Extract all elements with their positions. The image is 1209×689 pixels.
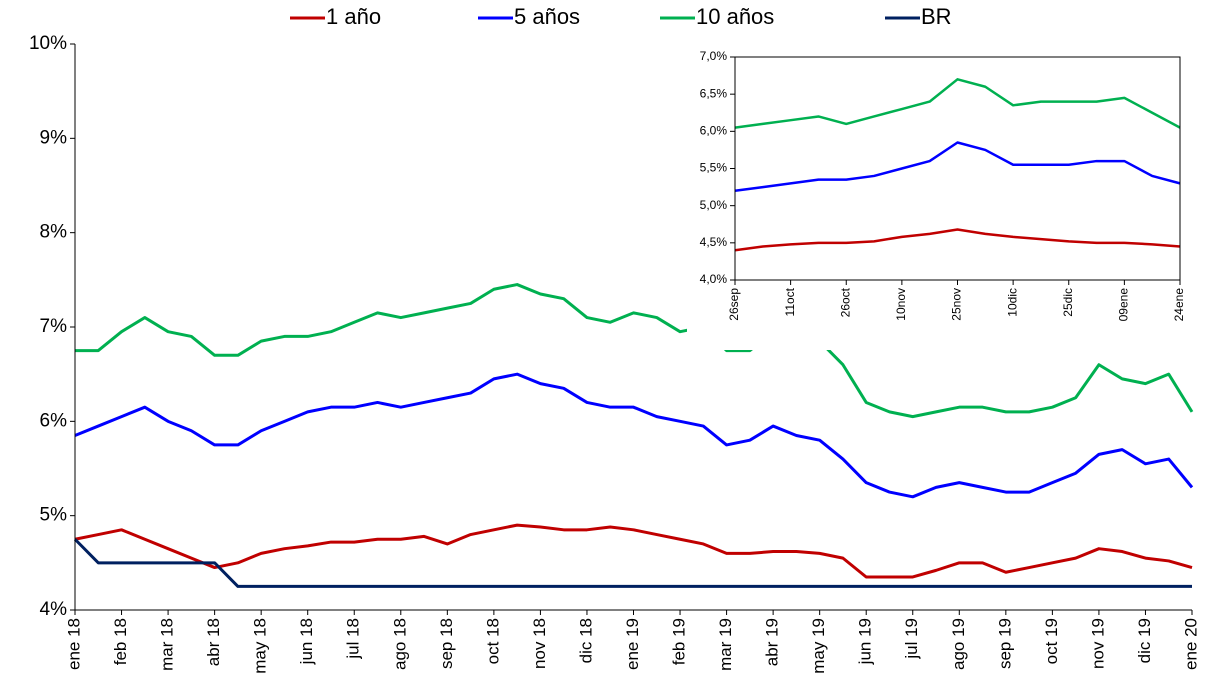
y-tick-label: 7% xyxy=(40,316,68,337)
y-tick-label: 6% xyxy=(40,410,68,431)
y-tick-label: 7,0% xyxy=(700,49,728,63)
x-tick-label: mar 18 xyxy=(158,618,177,671)
legend-label: 1 año xyxy=(326,4,381,29)
x-tick-label: abr 19 xyxy=(763,618,782,666)
legend-label: 5 años xyxy=(514,4,580,29)
x-tick-label: dic 18 xyxy=(576,618,595,663)
y-tick-label: 8% xyxy=(40,222,68,243)
x-tick-label: may 18 xyxy=(251,618,270,674)
legend-label: BR xyxy=(921,4,952,29)
x-tick-label: jul 18 xyxy=(344,618,363,660)
x-tick-label: ene 20 xyxy=(1181,618,1200,670)
x-tick-label: ago 18 xyxy=(390,618,409,670)
x-tick-label: ene 18 xyxy=(64,618,83,670)
x-tick-label: ene 19 xyxy=(623,618,642,670)
x-tick-label: sep 19 xyxy=(995,618,1014,669)
x-tick-label: 24ene xyxy=(1172,288,1186,322)
x-tick-label: 26sep xyxy=(727,288,741,321)
y-tick-label: 4% xyxy=(40,599,68,620)
y-tick-label: 5,5% xyxy=(700,161,728,175)
series-line xyxy=(74,372,1194,499)
inset-frame xyxy=(687,47,1192,350)
series-line xyxy=(75,283,1194,419)
y-tick-label: 4,5% xyxy=(700,235,728,249)
x-tick-label: 25dic xyxy=(1061,288,1075,317)
series-line xyxy=(74,523,1193,579)
x-tick-label: oct 18 xyxy=(483,618,502,664)
x-tick-label: sep 18 xyxy=(437,618,456,669)
legend-label: 10 años xyxy=(696,4,774,29)
x-tick-label: abr 18 xyxy=(204,618,223,666)
x-tick-label: 11oct xyxy=(783,287,797,316)
y-tick-label: 9% xyxy=(40,127,68,148)
x-tick-label: 10nov xyxy=(894,288,908,321)
y-tick-label: 6,0% xyxy=(700,124,728,138)
x-tick-label: nov 19 xyxy=(1088,618,1107,669)
y-tick-label: 4,0% xyxy=(700,272,728,286)
series-line xyxy=(734,228,1181,252)
x-tick-label: jun 19 xyxy=(856,618,875,665)
x-tick-label: 10dic xyxy=(1005,288,1019,317)
x-tick-label: oct 19 xyxy=(1042,618,1061,664)
y-tick-label: 10% xyxy=(29,33,67,54)
x-tick-label: jun 18 xyxy=(297,618,316,665)
y-tick-label: 5,0% xyxy=(700,198,728,212)
series-line xyxy=(734,78,1181,129)
y-tick-label: 5% xyxy=(40,505,68,526)
x-tick-label: jul 19 xyxy=(902,618,921,660)
x-tick-label: dic 19 xyxy=(1135,618,1154,663)
x-tick-label: nov 18 xyxy=(530,618,549,669)
x-tick-label: 09ene xyxy=(1117,288,1131,322)
x-tick-label: 25nov xyxy=(950,288,964,321)
series-line xyxy=(734,141,1181,193)
x-tick-label: mar 19 xyxy=(716,618,735,671)
y-tick-label: 6,5% xyxy=(700,86,728,100)
plot-border xyxy=(734,56,1181,281)
x-tick-label: may 19 xyxy=(809,618,828,674)
x-tick-label: 26oct xyxy=(838,287,852,317)
x-tick-label: feb 18 xyxy=(111,618,130,665)
series-line xyxy=(73,538,1192,588)
x-tick-label: ago 19 xyxy=(949,618,968,670)
x-tick-label: feb 19 xyxy=(670,618,689,665)
